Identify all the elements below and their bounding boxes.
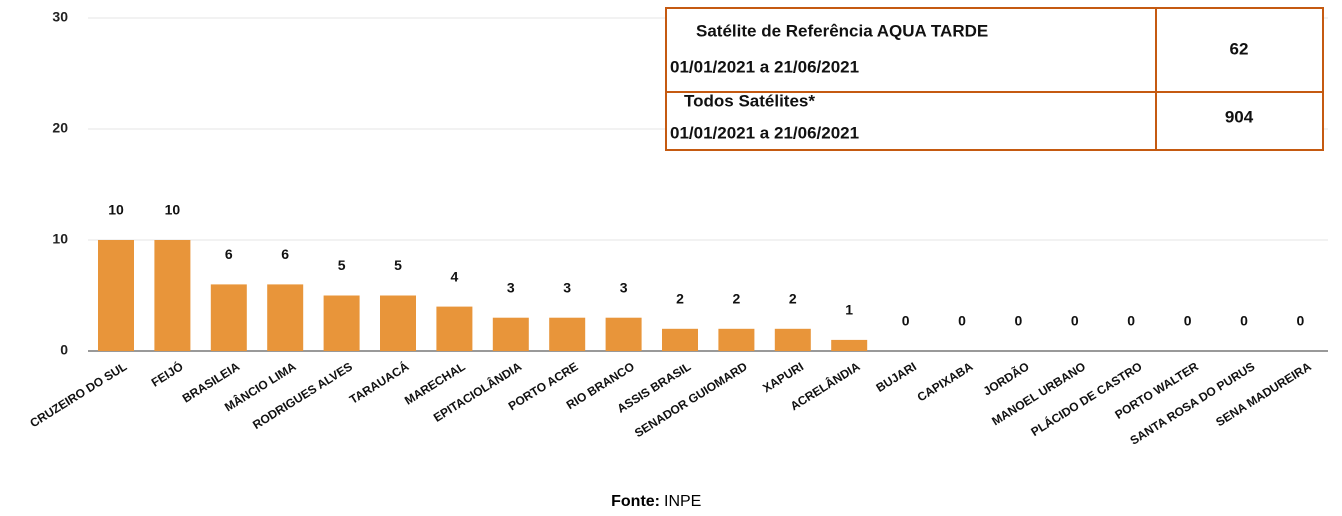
value-label: 5 (394, 257, 402, 273)
value-label: 10 (165, 202, 181, 218)
source-text: INPE (664, 493, 701, 510)
bar (210, 284, 247, 351)
y-tick-label: 10 (52, 231, 68, 247)
value-label: 0 (958, 313, 966, 329)
x-tick-label: SENA MADUREIRA (1213, 359, 1314, 429)
bar (831, 339, 868, 351)
table-label: Todos Satélites* (684, 91, 815, 110)
bar (492, 317, 529, 351)
bar (323, 295, 360, 351)
value-label: 0 (1071, 313, 1079, 329)
value-label: 0 (1184, 313, 1192, 329)
bar (662, 328, 698, 351)
bar (605, 317, 642, 351)
x-tick-label: XAPURI (760, 359, 806, 395)
value-label: 0 (902, 313, 910, 329)
value-label: 2 (789, 291, 797, 307)
bar (436, 306, 473, 351)
x-tick-label: RODRIGUES ALVES (250, 359, 355, 432)
bar (98, 240, 134, 351)
value-label: 6 (225, 246, 233, 262)
value-label: 1 (845, 302, 853, 318)
table-label: Satélite de Referência AQUA TARDE (696, 21, 988, 40)
table-value: 904 (1225, 107, 1254, 126)
bar (267, 284, 304, 351)
value-label: 3 (620, 279, 628, 295)
x-tick-label: CAPIXABA (915, 359, 976, 404)
x-tick-label: JORDÃO (980, 359, 1031, 399)
source-label: Fonte: (611, 493, 660, 510)
value-label: 0 (1015, 313, 1023, 329)
value-label: 3 (563, 279, 571, 295)
value-label: 0 (1297, 313, 1305, 329)
x-tick-label: CRUZEIRO DO SUL (27, 359, 129, 430)
bar (154, 240, 191, 351)
value-label: 0 (1127, 313, 1135, 329)
bar (380, 295, 416, 351)
y-tick-label: 30 (52, 9, 68, 25)
table-period: 01/01/2021 a 21/06/2021 (670, 123, 859, 142)
value-label: 6 (281, 246, 289, 262)
value-label: 5 (338, 257, 346, 273)
bar (549, 317, 586, 351)
info-table (665, 7, 1324, 151)
value-label: 2 (733, 291, 741, 307)
value-label: 4 (451, 268, 459, 284)
value-label: 10 (108, 202, 124, 218)
table-period: 01/01/2021 a 21/06/2021 (670, 57, 859, 76)
table-value: 62 (1230, 39, 1249, 58)
y-tick-label: 20 (52, 120, 68, 136)
y-tick-label: 0 (60, 342, 68, 358)
x-tick-label: TARAUACÁ (346, 358, 411, 406)
value-label: 2 (676, 291, 684, 307)
x-tick-label: FEIJÓ (148, 359, 185, 390)
bar (718, 328, 755, 351)
value-label: 0 (1240, 313, 1248, 329)
x-tick-label: BUJARI (874, 359, 919, 395)
value-label: 3 (507, 279, 515, 295)
bar (774, 328, 811, 351)
x-tick-label: MANOEL URBANO (989, 359, 1088, 428)
